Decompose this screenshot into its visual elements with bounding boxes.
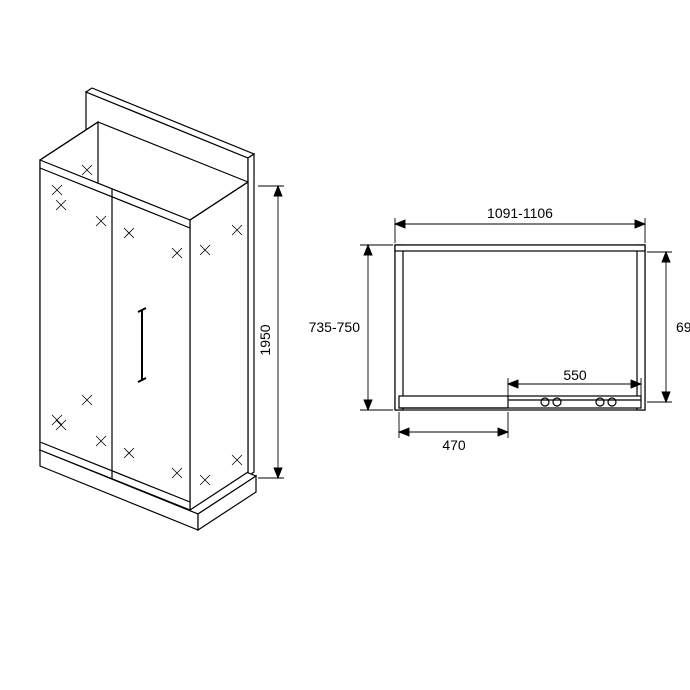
technical-drawing: 1950 [0, 0, 690, 690]
dim-door-opening-label: 550 [563, 367, 587, 383]
dim-inner-height [647, 252, 672, 402]
isometric-view [40, 88, 284, 530]
dim-width-range [395, 218, 645, 243]
dim-fixed-panel-label: 470 [442, 437, 466, 453]
plan-view [360, 218, 672, 438]
dim-depth-range-label: 735-750 [309, 319, 361, 335]
dim-width-range-label: 1091-1106 [487, 205, 553, 221]
dim-inner-height-label: 698 [676, 319, 690, 335]
dim-height-label: 1950 [257, 324, 273, 355]
dim-depth-range [360, 245, 393, 410]
dim-fixed-panel [399, 412, 508, 438]
